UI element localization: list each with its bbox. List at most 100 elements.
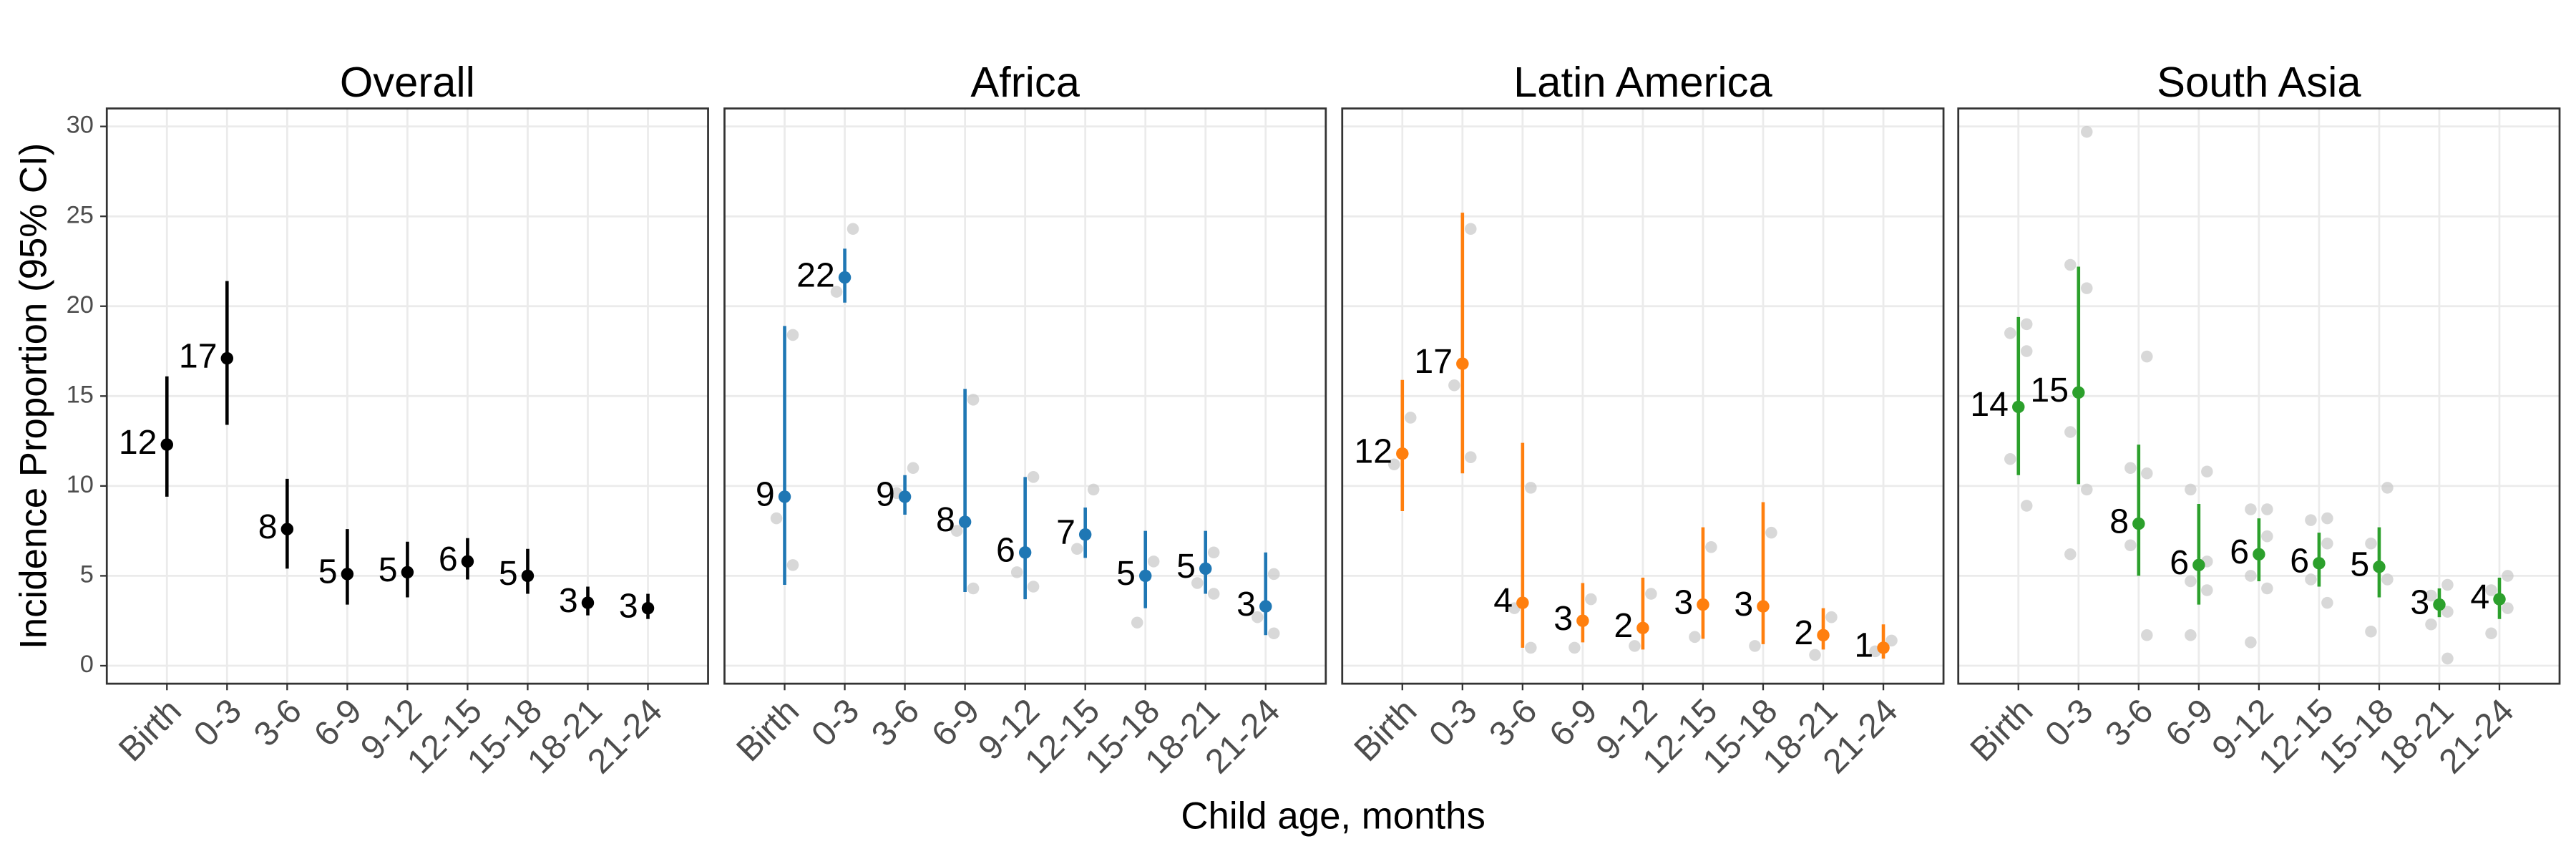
point-estimate [401, 566, 414, 579]
data-label: 5 [379, 550, 398, 589]
study-point [1252, 611, 1264, 623]
study-point [2485, 627, 2497, 640]
study-point [2381, 482, 2394, 494]
data-label: 22 [796, 256, 835, 294]
data-label: 2 [1614, 606, 1633, 645]
y-tick-label: 10 [67, 471, 94, 498]
y-tick-label: 0 [80, 651, 94, 678]
panel-title: Overall [340, 58, 475, 106]
study-point [2081, 125, 2093, 138]
study-point [2261, 530, 2273, 543]
study-point [770, 512, 783, 525]
data-label: 3 [1553, 599, 1573, 638]
study-point [1689, 631, 1701, 644]
point-estimate [958, 515, 972, 528]
data-label: 6 [439, 540, 458, 578]
data-label: 6 [2290, 542, 2309, 581]
point-estimate [2253, 548, 2265, 561]
study-point [2081, 282, 2093, 294]
panel-border [1957, 107, 2561, 685]
data-label: 5 [499, 554, 518, 593]
study-point [2124, 462, 2137, 475]
study-point [2201, 465, 2213, 478]
study-point [2245, 636, 2257, 649]
point-estimate [1697, 598, 1709, 611]
point-estimate [2433, 598, 2446, 611]
study-point [2141, 467, 2153, 480]
study-point [1267, 627, 1280, 640]
data-label: 5 [2350, 545, 2369, 584]
study-point [2502, 602, 2514, 614]
data-label: 12 [1354, 432, 1392, 470]
study-point [2441, 652, 2454, 665]
study-point [1027, 471, 1040, 483]
study-point [1388, 458, 1400, 471]
data-label: 5 [1116, 554, 1136, 593]
study-point [2261, 582, 2273, 595]
panel-title: Latin America [1513, 58, 1772, 106]
point-estimate [1018, 546, 1032, 559]
study-point [2365, 537, 2377, 550]
data-label: 4 [1493, 581, 1513, 620]
data-label: 17 [1414, 342, 1453, 381]
study-point [2381, 573, 2394, 586]
study-point [2425, 589, 2437, 602]
point-estimate [2072, 386, 2085, 399]
study-point [847, 223, 859, 236]
study-point [1525, 641, 1537, 654]
point-estimate [641, 601, 655, 615]
study-point [2020, 318, 2033, 331]
panel-border [723, 107, 1327, 685]
study-point [2185, 575, 2197, 588]
study-point [2425, 618, 2437, 631]
study-point [2305, 514, 2317, 526]
study-point [786, 559, 799, 571]
study-point [2064, 548, 2077, 560]
study-point [2004, 452, 2016, 465]
study-point [1027, 581, 1040, 593]
study-point [2020, 345, 2033, 357]
panel-title: Africa [970, 58, 1080, 106]
study-point [1885, 634, 1898, 647]
study-point [2064, 426, 2077, 438]
point-estimate [2493, 593, 2506, 606]
data-label: 17 [179, 336, 218, 375]
y-tick-label: 25 [67, 201, 94, 228]
data-label: 2 [1794, 613, 1813, 652]
study-point [1147, 555, 1160, 568]
data-label: 14 [1970, 385, 2009, 424]
data-label: 7 [1056, 513, 1075, 551]
point-estimate [1138, 569, 1152, 583]
y-tick-label: 5 [80, 561, 94, 588]
study-point [1645, 588, 1657, 600]
x-axis-label: Child age, months [1181, 795, 1485, 837]
study-point [2185, 483, 2197, 496]
study-point [1705, 540, 1717, 553]
study-point [1465, 223, 1477, 236]
study-point [2441, 606, 2454, 618]
point-estimate [838, 271, 852, 284]
point-estimate [280, 523, 294, 535]
data-label: 3 [559, 581, 578, 620]
study-point [2485, 584, 2497, 596]
study-point [2020, 500, 2033, 512]
study-point [2141, 350, 2153, 363]
study-point [2321, 537, 2333, 550]
study-point [2365, 626, 2377, 638]
point-estimate [461, 555, 474, 568]
point-estimate [1396, 447, 1409, 460]
study-point [2201, 584, 2213, 596]
point-estimate [1636, 621, 1649, 634]
study-point [2245, 503, 2257, 515]
study-point [1809, 649, 1821, 661]
study-point [2441, 578, 2454, 591]
data-label: 3 [619, 586, 638, 625]
study-point [2185, 629, 2197, 641]
point-estimate [2192, 558, 2205, 572]
study-point [2124, 539, 2137, 552]
study-point [1010, 566, 1023, 578]
panel-border [1341, 107, 1945, 685]
study-point [2305, 573, 2317, 586]
